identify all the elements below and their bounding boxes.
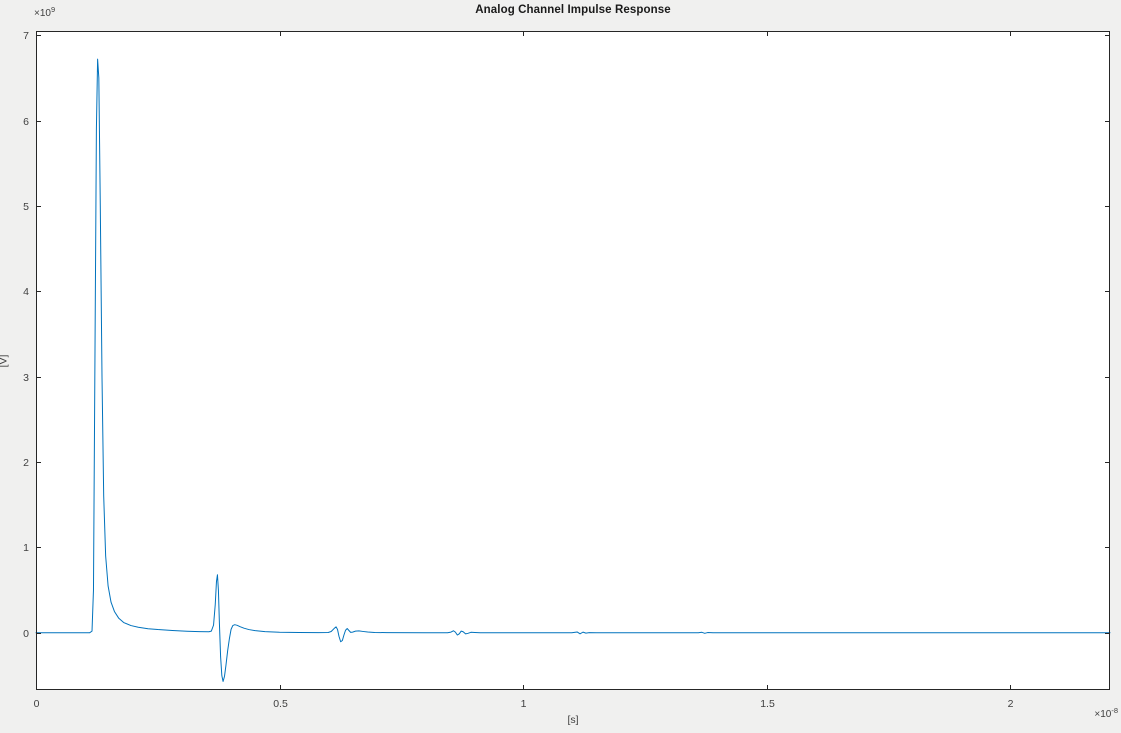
y-tick-label: 4 — [23, 286, 29, 298]
x-axis-label: [s] — [567, 714, 579, 726]
x-axis-exponent: ×10-8 — [1094, 706, 1118, 720]
y-tick-label: 7 — [23, 30, 29, 42]
x-tick-label: 0.5 — [273, 698, 288, 710]
plot-area — [36, 31, 1110, 690]
series-line-group — [35, 58, 1111, 682]
y-axis-label: [V] — [0, 354, 10, 368]
x-tick-label: 0 — [34, 698, 40, 710]
y-tick-label: 0 — [23, 628, 29, 640]
axes-box — [36, 31, 1110, 690]
y-tick-label: 3 — [23, 372, 29, 384]
x-tick-label: 1.5 — [760, 698, 775, 710]
y-tick-label: 5 — [23, 201, 29, 213]
chart-title: Analog Channel Impulse Response — [475, 4, 671, 16]
x-tick-label: 2 — [1008, 698, 1014, 710]
y-axis-exponent: ×109 — [34, 5, 56, 19]
x-tick-label: 1 — [521, 698, 527, 710]
axis-tick-labels: 0 0.5 1 1.5 2 0 1 2 3 4 5 6 7 — [23, 30, 1013, 710]
series-line-impulse-response — [35, 58, 1111, 682]
y-tick-label: 2 — [23, 457, 29, 469]
y-tick-label: 1 — [23, 542, 29, 554]
y-tick-label: 6 — [23, 116, 29, 128]
